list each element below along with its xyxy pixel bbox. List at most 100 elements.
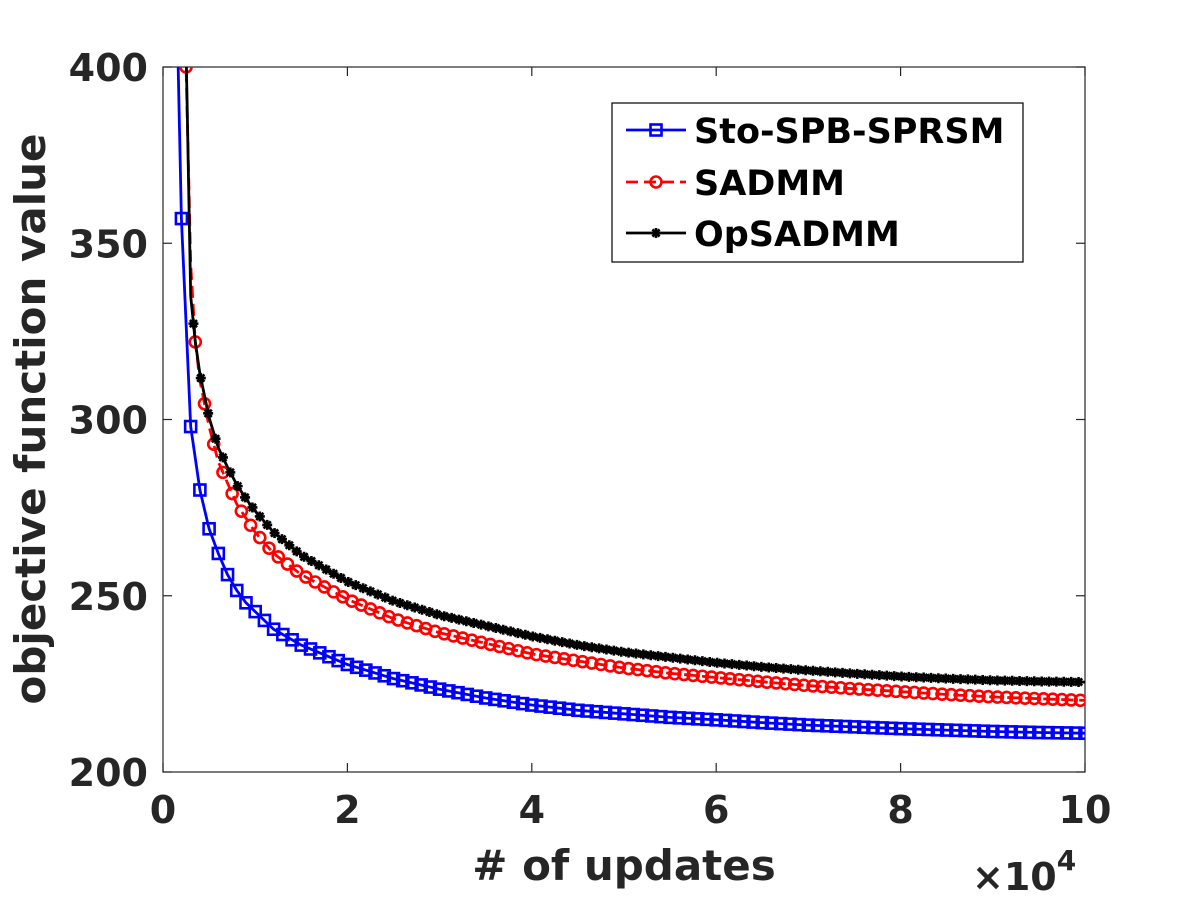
multiplier-exponent: 4 (1057, 844, 1076, 877)
data-point (933, 673, 944, 684)
data-point (734, 659, 745, 670)
data-point (598, 705, 613, 720)
data-point (822, 666, 833, 677)
data-point (442, 684, 456, 698)
data-point (505, 626, 516, 637)
data-point (210, 433, 221, 444)
data-point (875, 721, 889, 735)
data-point (571, 703, 585, 718)
data-point (815, 666, 826, 677)
data-point (681, 711, 696, 726)
y-tick-label: 400 (69, 46, 148, 90)
axis-ticks: 0 2 4 6 8 10 200 250 300 350 400 (69, 46, 1112, 832)
data-point (1027, 691, 1042, 706)
data-point (195, 373, 206, 384)
data-point (303, 642, 318, 656)
x-tick-label: 2 (334, 788, 360, 832)
data-point (749, 661, 760, 672)
data-point (967, 724, 982, 738)
data-point (755, 715, 770, 730)
data-point (321, 564, 332, 575)
data-point (995, 724, 1009, 739)
data-point (423, 680, 438, 694)
data-point (682, 654, 693, 665)
data-point (631, 662, 645, 677)
x-tick-label: 6 (703, 788, 729, 832)
data-point (451, 685, 465, 700)
data-point (852, 682, 866, 696)
data-point (808, 665, 819, 676)
data-point (529, 647, 544, 662)
data-point (617, 707, 631, 721)
data-point (335, 572, 346, 583)
data-point (727, 714, 742, 728)
data-point (690, 712, 705, 726)
data-point (1014, 675, 1025, 686)
data-point (322, 649, 336, 664)
legend-label: OpSADMM (694, 215, 900, 255)
x-tick-label: 10 (1059, 788, 1112, 832)
data-point (926, 672, 937, 683)
data-point (601, 644, 612, 655)
data-point (709, 713, 724, 727)
data-point (395, 673, 410, 688)
data-point (962, 688, 977, 703)
data-point (972, 689, 986, 703)
data-point (1021, 676, 1032, 687)
data-point (1066, 676, 1077, 687)
data-point (217, 452, 228, 463)
data-point (1045, 692, 1060, 707)
data-point (660, 651, 671, 662)
data-point (999, 675, 1010, 686)
data-point (571, 639, 582, 650)
data-point (712, 657, 723, 668)
legend-marker (649, 175, 663, 189)
data-point (898, 685, 913, 699)
data-point (649, 664, 664, 679)
data-point (695, 669, 710, 684)
data-point (188, 318, 199, 329)
data-point (584, 656, 599, 670)
data-point (992, 675, 1003, 686)
data-point (645, 650, 656, 661)
data-point (750, 674, 765, 689)
data-point (893, 721, 908, 736)
data-point (626, 707, 641, 722)
y-tick-label: 350 (69, 222, 148, 266)
data-point (232, 481, 243, 492)
data-point (916, 686, 931, 700)
data-point (1073, 693, 1085, 708)
data-point (608, 645, 619, 656)
data-point (621, 661, 636, 676)
data-point (1044, 676, 1055, 687)
data-point (746, 715, 760, 729)
data-point (497, 693, 511, 708)
data-point (469, 689, 484, 704)
data-point (990, 690, 1005, 704)
data-point (907, 685, 922, 700)
data-point (833, 681, 848, 695)
data-point (640, 663, 654, 678)
data-point (594, 657, 608, 672)
data-point (607, 706, 622, 720)
data-point (824, 680, 839, 695)
data-point (939, 723, 954, 737)
data-point (229, 583, 244, 598)
data-point (1004, 725, 1019, 739)
data-point (461, 616, 472, 627)
data-point (299, 551, 310, 562)
data-point (402, 600, 413, 611)
data-point (985, 724, 1000, 739)
series-line (184, 67, 1085, 702)
data-point (524, 698, 539, 712)
data-point (732, 672, 747, 687)
data-point (557, 652, 571, 666)
y-tick-label: 250 (69, 575, 148, 619)
data-point (778, 663, 789, 674)
data-point (488, 692, 502, 707)
data-point (490, 623, 501, 634)
data-point (760, 675, 774, 689)
data-point (520, 629, 531, 640)
data-point (247, 502, 258, 513)
data-point (543, 700, 558, 714)
